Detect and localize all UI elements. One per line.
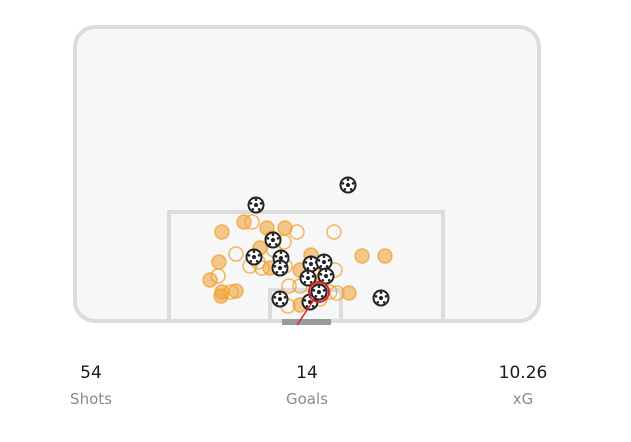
shot-marker: [377, 248, 393, 264]
shot-marker: [281, 278, 297, 294]
soccer-ball-icon: [339, 176, 357, 194]
shot-marker: [228, 283, 244, 299]
soccer-ball-icon: [271, 259, 289, 277]
soccer-ball-icon: [245, 248, 263, 266]
soccer-ball-icon: [372, 289, 390, 307]
shot-marker: [354, 248, 370, 264]
goal: [282, 319, 331, 325]
shot-marker: [244, 214, 260, 230]
xg-label: xG: [512, 390, 534, 408]
stat-shots: 54 Shots: [31, 362, 151, 409]
penalty-area: [167, 210, 445, 321]
shot-marker: [289, 224, 305, 240]
soccer-ball-icon: [247, 196, 265, 214]
xg-value: 10.26: [498, 363, 548, 383]
shot-marker: [214, 224, 230, 240]
stat-xg: 10.26 xG: [463, 362, 583, 409]
shot-marker: [236, 214, 252, 230]
highlight-layer: [296, 281, 330, 326]
soccer-ball-icon: [310, 283, 328, 301]
soccer-ball-icon: [299, 269, 317, 287]
shot-marker: [213, 288, 229, 304]
pitch: [73, 25, 541, 325]
goals-layer: [245, 176, 390, 311]
selected-shot-ring: [308, 281, 330, 303]
goals-label: Goals: [286, 390, 328, 408]
shot-marker: [211, 254, 227, 270]
shot-marker: [202, 272, 218, 288]
soccer-ball-icon: [315, 253, 333, 271]
goals-value: 14: [296, 363, 318, 383]
soccer-ball-icon: [317, 267, 335, 285]
shot-marker: [228, 246, 244, 262]
shot-marker: [341, 285, 357, 301]
shot-marker: [326, 224, 342, 240]
shot-map: [73, 25, 541, 326]
soccer-ball-icon: [271, 290, 289, 308]
stat-goals: 14 Goals: [247, 362, 367, 409]
soccer-ball-icon: [264, 231, 282, 249]
shot-marker: [210, 268, 226, 284]
shots-label: Shots: [70, 390, 112, 408]
shots-value: 54: [80, 363, 102, 383]
